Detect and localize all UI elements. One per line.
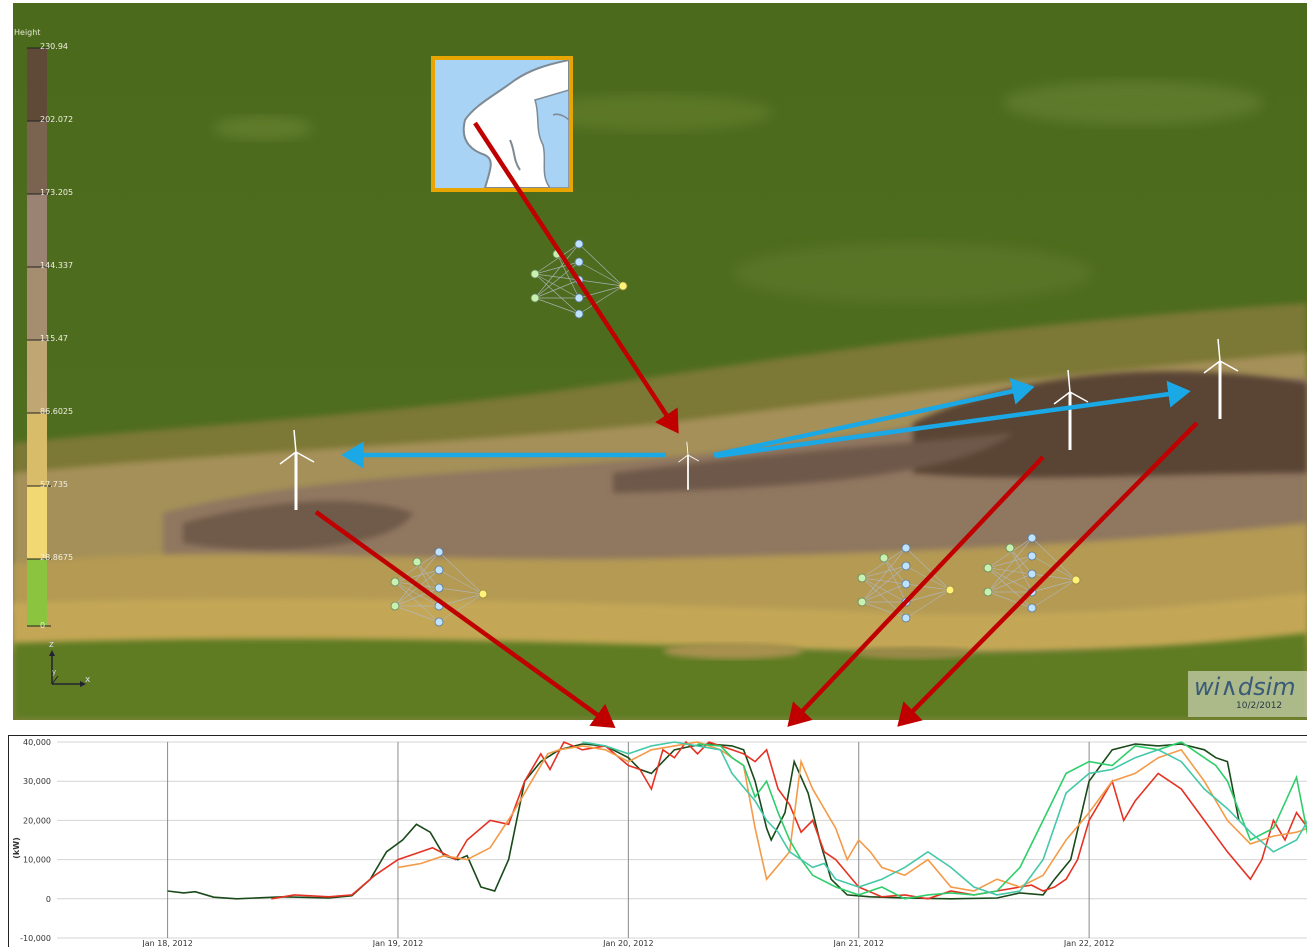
legend-swatch-2 — [27, 194, 47, 267]
legend-swatch-0 — [27, 48, 47, 121]
legend-tick-label: 144.337 — [40, 261, 73, 270]
terrain-render — [13, 3, 1307, 720]
y-tick-label: -10,000 — [20, 934, 51, 943]
badge-date: 10/2/2012 — [1236, 701, 1282, 711]
legend-tick-label: 28.8675 — [40, 553, 73, 562]
windsim-badge: wi∧dsim 10/2/2012 — [1188, 671, 1307, 717]
legend-swatch-5 — [27, 413, 47, 486]
y-tick-label: 40,000 — [23, 738, 51, 747]
y-tick-label: 30,000 — [23, 777, 51, 786]
map-shape — [435, 60, 569, 188]
y-axis-label: (kW) — [12, 837, 21, 858]
y-tick-label: 0 — [46, 895, 51, 904]
legend-tick-label: 57.735 — [40, 480, 68, 489]
axis-x-label: x — [85, 675, 90, 685]
legend-tick-label: 115.47 — [40, 334, 68, 343]
legend-swatch-4 — [27, 340, 47, 413]
y-tick-label: 20,000 — [23, 816, 51, 825]
legend-tick-label: 86.6025 — [40, 407, 73, 416]
legend-swatch-6 — [27, 486, 47, 559]
legend-tick-label: 202.072 — [40, 115, 73, 124]
y-tick-label: 10,000 — [23, 856, 51, 865]
legend-tick-label: 173.205 — [40, 188, 73, 197]
axis-y-label: y — [52, 668, 56, 676]
legend-swatch-7 — [27, 559, 47, 626]
terrain-view[interactable] — [13, 3, 1307, 720]
legend-swatch-3 — [27, 267, 47, 340]
legend-title: Height — [14, 28, 40, 37]
windsim-logo: wi∧dsim — [1194, 673, 1296, 701]
axis-z-label: z — [49, 640, 54, 650]
legend-swatch-1 — [27, 121, 47, 194]
legend-tick-label: 0 — [40, 621, 45, 630]
series-line-4 — [582, 742, 1307, 895]
scandinavia-map-icon — [431, 56, 573, 192]
legend-tick-label: 230.94 — [40, 42, 68, 51]
